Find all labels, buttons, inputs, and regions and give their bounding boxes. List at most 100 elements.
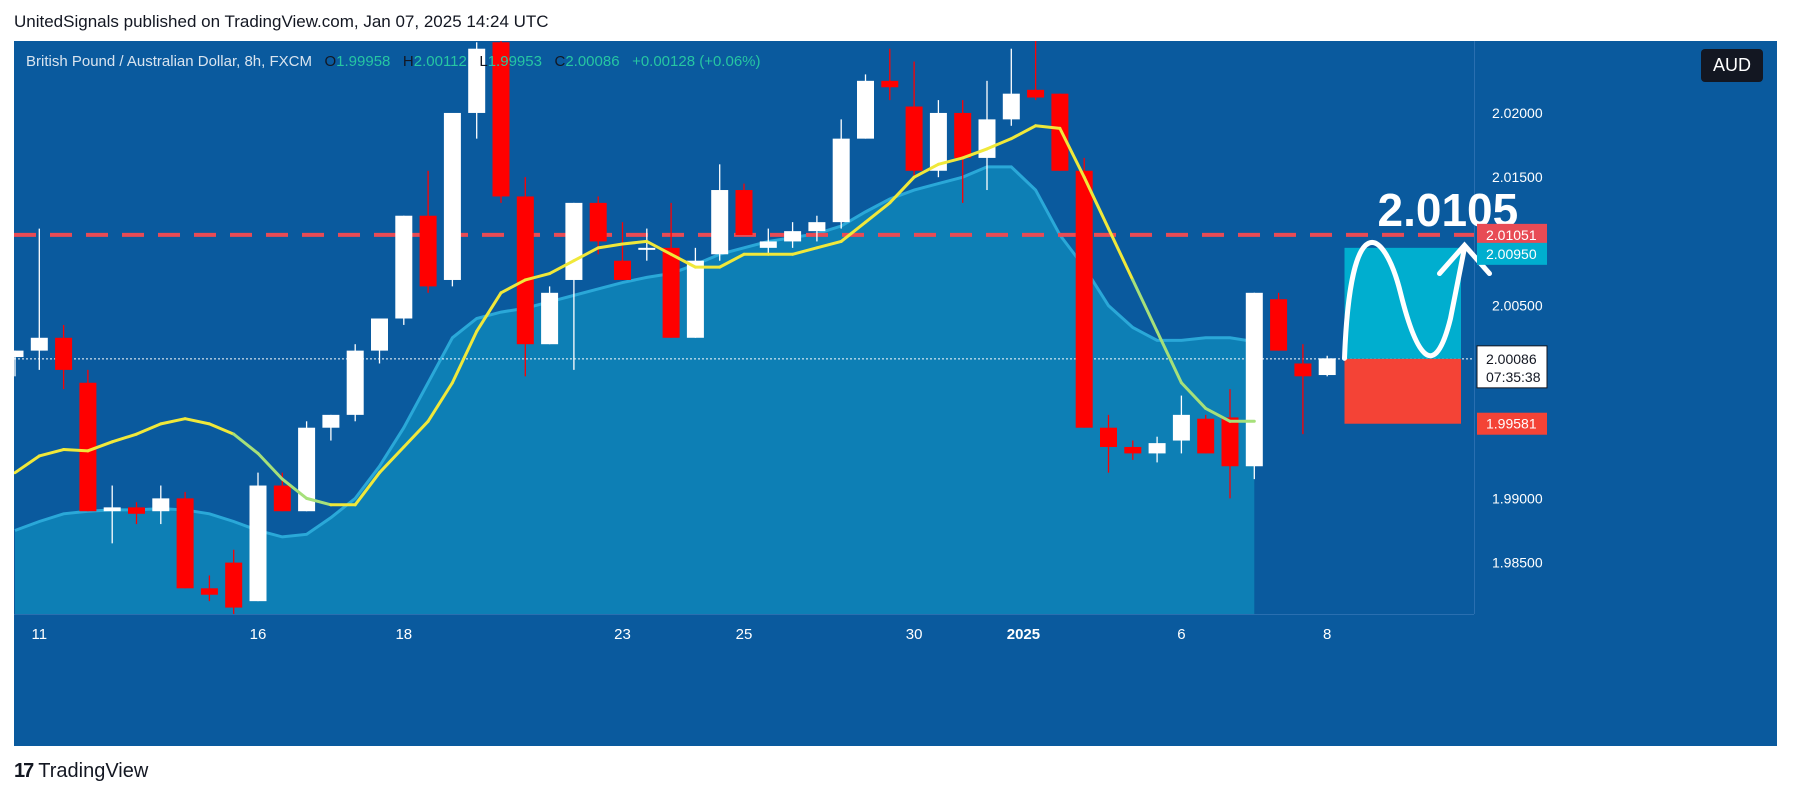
area-fill	[15, 166, 1255, 614]
low-label: L	[479, 53, 488, 70]
currency-button[interactable]: AUD	[1700, 49, 1763, 82]
candle-body	[516, 196, 534, 345]
price-label-box	[1477, 412, 1547, 435]
ema-segment	[475, 291, 503, 333]
change-value: +0.00128 (+0.06%)	[632, 53, 761, 70]
candle-body	[662, 247, 680, 338]
candle-body	[832, 138, 850, 223]
ema-segment	[621, 239, 649, 246]
area-top-line	[14, 165, 1255, 539]
ema-segment	[378, 445, 406, 475]
ema-segment	[1204, 406, 1232, 423]
candle-body	[128, 507, 145, 514]
candle-body	[711, 190, 729, 255]
symbol-title: British Pound / Australian Dollar, 8h, F…	[26, 53, 312, 70]
ema-segment	[256, 451, 284, 481]
ema-segment	[1179, 381, 1208, 410]
ema-segment	[548, 259, 576, 276]
price-label-target: 2.00950	[1486, 246, 1537, 262]
ema-segment	[499, 278, 527, 295]
candle-body	[808, 222, 826, 232]
candle-body	[395, 215, 413, 319]
candle-body	[200, 588, 218, 595]
candle-body	[225, 562, 243, 608]
ema-segment	[669, 252, 697, 269]
x-tick-label: 25	[736, 626, 753, 643]
chart-panel[interactable]: 2.0105 2.02000 2.01500 2.00500 1.99000 1.9850…	[14, 41, 1777, 746]
candle-body	[905, 106, 923, 171]
price-label-resistance: 2.01051	[1486, 227, 1537, 243]
ema-segment	[450, 329, 479, 385]
candle-body	[176, 498, 194, 589]
price-axis-line	[1474, 41, 1475, 614]
x-tick-label: 8	[1323, 626, 1331, 643]
candle-body	[14, 350, 24, 358]
candle-body	[1318, 358, 1336, 376]
ema-segment	[815, 239, 843, 250]
candle-body	[298, 427, 316, 512]
candle-body	[638, 247, 656, 250]
ema-segment	[888, 175, 916, 205]
x-tick-label: 2025	[1007, 626, 1040, 643]
ema-segment	[62, 448, 90, 453]
ema-segment	[207, 422, 236, 436]
x-tick-label: 30	[906, 626, 923, 643]
x-tick-label: 18	[395, 626, 412, 643]
candle-body	[249, 485, 267, 602]
candle-body	[492, 42, 510, 197]
ema-segment	[523, 272, 552, 282]
ema-segment	[86, 440, 114, 453]
open-value: 1.99958	[336, 53, 391, 70]
candle-body	[735, 190, 753, 235]
candle-body	[1075, 170, 1093, 428]
open-label: O	[324, 53, 337, 70]
countdown-label: 07:35:38	[1486, 369, 1541, 385]
candle-body	[1172, 414, 1190, 441]
candle-body	[614, 260, 631, 280]
tradingview-footer[interactable]: 17 TradingView	[14, 760, 148, 783]
ema-segment	[572, 246, 600, 263]
candle-body	[1294, 363, 1312, 377]
ema-segment	[718, 252, 746, 269]
candle-body	[346, 350, 364, 415]
candle-body	[371, 318, 388, 351]
candle-body	[152, 498, 170, 512]
ema-segment	[985, 137, 1013, 151]
ema-segment	[1107, 227, 1135, 282]
time-axis-line	[14, 614, 1474, 615]
ema-segment	[14, 454, 41, 475]
y-tick-label: 2.01500	[1492, 169, 1543, 185]
price-label-box	[1477, 223, 1547, 246]
ema-segment	[402, 419, 430, 449]
tradingview-brand: TradingView	[38, 760, 149, 782]
ema-segment	[37, 448, 66, 458]
ema-segment	[110, 432, 138, 444]
last-price-label: 2.00086	[1486, 351, 1537, 367]
candle-body	[1051, 93, 1069, 171]
published-caption: UnitedSignals published on TradingView.c…	[14, 12, 549, 31]
y-tick-label: 2.00500	[1492, 298, 1543, 314]
y-tick-label: 1.99000	[1492, 490, 1543, 506]
price-chart[interactable]: 2.01052.020002.015002.005001.990001.9850…	[14, 41, 1777, 746]
candle-body	[565, 202, 583, 280]
candle-body	[881, 80, 899, 88]
ema-segment	[183, 417, 211, 426]
candle-body	[103, 507, 121, 512]
x-tick-label: 23	[614, 626, 631, 643]
candle-body	[1148, 443, 1166, 454]
candle-body	[273, 485, 291, 512]
ema-segment	[1058, 126, 1086, 179]
tradingview-logo-icon: 17	[14, 760, 34, 782]
candle-body	[1221, 417, 1239, 467]
stop-zone	[1344, 358, 1461, 424]
ema-segment	[791, 246, 819, 256]
candle-body	[1124, 446, 1142, 454]
ema-segment	[1131, 278, 1159, 333]
close-label: C	[554, 53, 566, 70]
ema-segment	[426, 381, 454, 423]
last-price-box	[1476, 345, 1548, 389]
candle-body	[759, 241, 777, 248]
candle-body	[929, 112, 947, 171]
ema-segment	[961, 147, 989, 160]
candle-body	[30, 337, 48, 351]
